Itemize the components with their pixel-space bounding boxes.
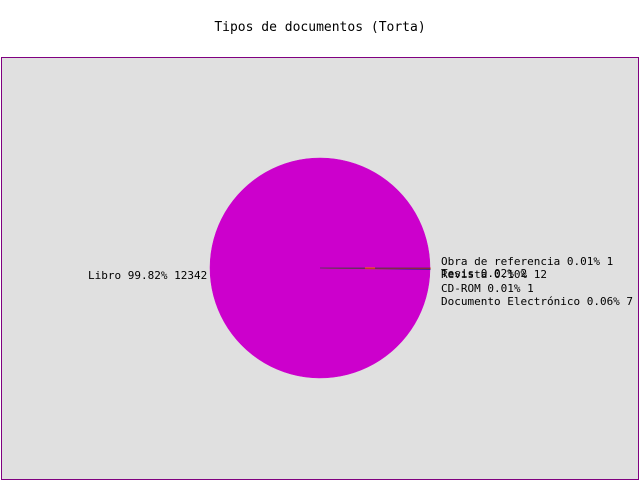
pie-labels: Libro 99.82% 12342 Obra de referencia 0.0…	[88, 255, 633, 308]
slice-label-documento-electronico: Documento Electrónico 0.06% 7	[441, 295, 633, 308]
slice-label-obra-de-referencia: Obra de referencia 0.01% 1	[441, 255, 613, 268]
chart-title: Tipos de documentos (Torta)	[214, 20, 426, 35]
slice-label-revista: Revista 0.10% 12	[441, 268, 547, 281]
slice-label-cd-rom: CD-ROM 0.01% 1	[441, 282, 534, 295]
slice-label-libro: Libro 99.82% 12342	[88, 269, 207, 282]
slice-label-tesis: Tesis 0.02% 2	[441, 267, 527, 280]
pie-slices	[209, 157, 431, 379]
